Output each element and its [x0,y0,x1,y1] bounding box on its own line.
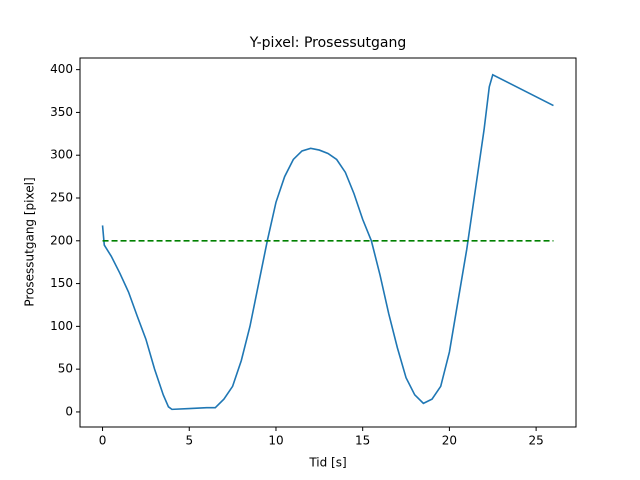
y-tick-label: 50 [58,362,73,376]
y-tick-label: 150 [50,276,73,290]
y-tick-label: 100 [50,319,73,333]
x-tick-label: 15 [355,434,370,448]
y-tick-label: 400 [50,62,73,76]
x-tick-label: 0 [99,434,107,448]
y-tick-label: 200 [50,233,73,247]
x-tick-label: 5 [185,434,193,448]
x-axis-label: Tid [s] [308,456,346,470]
y-axis-label: Prosessutgang [pixel] [23,177,37,306]
x-tick-label: 25 [528,434,543,448]
y-tick-label: 300 [50,148,73,162]
chart-title: Y-pixel: Prosessutgang [249,35,407,51]
y-tick-label: 350 [50,105,73,119]
y-tick-label: 0 [65,404,73,418]
plot-frame [79,57,577,428]
x-tick-label: 10 [268,434,283,448]
data-line [101,73,554,411]
x-tick-label: 20 [442,434,457,448]
y-tick-label: 250 [50,191,73,205]
